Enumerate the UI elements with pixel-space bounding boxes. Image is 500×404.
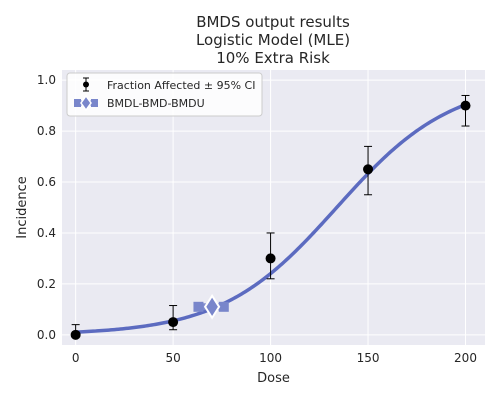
y-tick-label: 0.8 xyxy=(37,124,56,138)
observed-point xyxy=(70,329,81,340)
legend-bmdl xyxy=(74,99,81,107)
observed-points xyxy=(70,100,471,340)
legend-bmdu xyxy=(91,99,98,107)
bmd-diamond xyxy=(203,293,221,320)
y-tick-labels: 0.0 0.2 0.4 0.6 0.8 1.0 xyxy=(37,73,56,342)
y-tick-label: 0.2 xyxy=(37,277,56,291)
legend-box xyxy=(66,72,263,117)
observed-point xyxy=(460,100,471,111)
legend-observed-marker xyxy=(83,77,89,92)
y-tick-label: 1.0 xyxy=(37,73,56,87)
title-line-1: BMDS output results xyxy=(196,13,350,31)
legend-bmd-label: BMDL-BMD-BMDU xyxy=(107,97,205,110)
observed-point xyxy=(168,317,179,328)
observed-point xyxy=(363,164,374,175)
bmdl-marker xyxy=(193,301,204,312)
legend-point xyxy=(83,81,89,88)
title-line-2: Logistic Model (MLE) xyxy=(196,31,350,49)
bmdu-marker xyxy=(218,301,229,312)
x-tick-labels: 0 50 100 150 200 xyxy=(72,351,477,365)
x-tick-label: 200 xyxy=(454,351,477,365)
observed-point xyxy=(265,253,276,264)
chart-title: BMDS output results Logistic Model (MLE)… xyxy=(196,13,350,67)
x-tick-label: 100 xyxy=(259,351,282,365)
x-tick-label: 150 xyxy=(357,351,380,365)
x-tick-label: 0 xyxy=(72,351,80,365)
legend: Fraction Affected ± 95% CI BMDL-BMD-BMDU xyxy=(66,72,263,117)
x-tick-label: 50 xyxy=(165,351,180,365)
y-tick-label: 0.0 xyxy=(37,328,56,342)
legend-observed-label: Fraction Affected ± 95% CI xyxy=(107,79,255,92)
y-tick-label: 0.6 xyxy=(37,175,56,189)
bmd-marker xyxy=(193,293,229,320)
y-axis-label: Incidence xyxy=(15,176,30,238)
title-line-3: 10% Extra Risk xyxy=(216,49,330,67)
legend-bmd-diamond xyxy=(80,94,92,112)
x-axis-label: Dose xyxy=(257,371,290,386)
y-tick-label: 0.4 xyxy=(37,226,56,240)
legend-bmd-marker xyxy=(74,94,98,112)
